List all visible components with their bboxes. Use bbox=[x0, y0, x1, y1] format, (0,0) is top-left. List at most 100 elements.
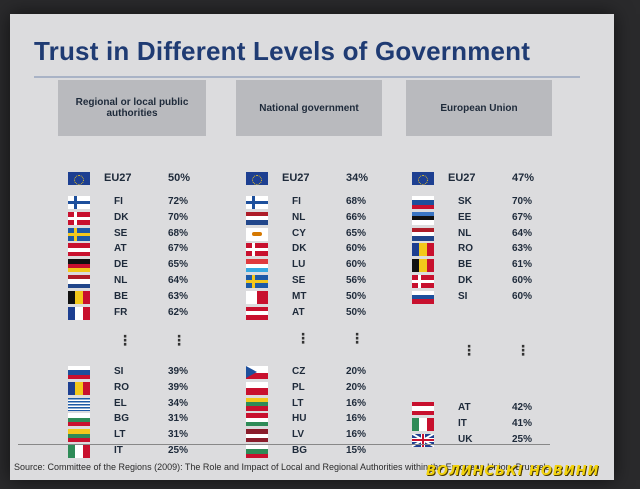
flag-icon bbox=[246, 290, 268, 304]
flag-icon bbox=[412, 243, 434, 257]
flag-icon bbox=[68, 306, 90, 320]
country-code: FR bbox=[114, 306, 128, 318]
watermark-logo: ВОЛИНСЬКІ НОВИНИ bbox=[426, 464, 600, 479]
slide: Trust in Different Levels of Government … bbox=[10, 14, 614, 480]
flag-icon bbox=[68, 227, 90, 241]
dots-codes: ⋮ bbox=[296, 330, 310, 346]
country-row: FR 62% bbox=[68, 306, 208, 322]
country-code: NL bbox=[458, 227, 472, 239]
trust-percentage: 31% bbox=[168, 429, 189, 441]
country-row: SI 60% bbox=[412, 290, 552, 306]
country-code: NL bbox=[114, 275, 128, 286]
country-code: DK bbox=[114, 211, 129, 223]
flag-icon bbox=[68, 211, 90, 225]
trust-percentage: 16% bbox=[346, 397, 367, 409]
trust-percentage: 39% bbox=[168, 381, 189, 393]
country-row: BE 63% bbox=[68, 290, 208, 306]
eu-average-row: EU27 50% bbox=[68, 172, 208, 187]
trust-percentage: 72% bbox=[168, 196, 189, 207]
country-row: HU 16% bbox=[246, 413, 386, 428]
country-code: FI bbox=[292, 196, 301, 207]
country-code: DK bbox=[458, 275, 473, 286]
flag-icon bbox=[246, 275, 268, 288]
flag-icon bbox=[68, 275, 90, 288]
flag-icon bbox=[412, 402, 434, 415]
flag-icon bbox=[412, 275, 434, 288]
country-row: RO 63% bbox=[412, 243, 552, 258]
country-code: FI bbox=[114, 196, 123, 207]
country-row: CZ 20% bbox=[246, 366, 386, 381]
country-row: SI 39% bbox=[68, 366, 208, 381]
flag-icon bbox=[246, 306, 268, 320]
country-row: PL 20% bbox=[246, 381, 386, 397]
trust-percentage: 61% bbox=[512, 259, 533, 271]
dots-codes: ⋮ bbox=[118, 332, 132, 348]
trust-percentage: 42% bbox=[512, 402, 533, 413]
dots-values: ⋮ bbox=[516, 342, 530, 358]
country-row: FI 72% bbox=[68, 196, 208, 211]
flag-icon bbox=[68, 290, 90, 304]
trust-percentage: 68% bbox=[168, 227, 189, 239]
trust-percentage: 64% bbox=[512, 227, 533, 239]
flag-icon bbox=[246, 413, 268, 427]
flag-icon bbox=[246, 227, 268, 241]
trust-percentage: 50% bbox=[168, 172, 191, 184]
trust-percentage: 39% bbox=[168, 366, 189, 377]
country-row: FI 68% bbox=[246, 196, 386, 211]
trust-percentage: 63% bbox=[168, 290, 189, 302]
country-code: PL bbox=[292, 381, 305, 393]
country-code: DE bbox=[114, 259, 128, 271]
trust-percentage: 63% bbox=[512, 243, 533, 255]
country-code: SE bbox=[292, 275, 306, 286]
flag-icon bbox=[68, 413, 90, 427]
flag-icon bbox=[412, 227, 434, 241]
trust-percentage: 16% bbox=[346, 413, 367, 425]
country-code: BE bbox=[114, 290, 128, 302]
country-code: LT bbox=[114, 429, 126, 441]
footer-divider bbox=[18, 444, 550, 445]
trust-percentage: 67% bbox=[512, 211, 533, 223]
country-code: CY bbox=[292, 227, 306, 239]
trust-percentage: 65% bbox=[168, 259, 189, 271]
country-code: EU27 bbox=[282, 172, 310, 184]
flag-icon bbox=[412, 290, 434, 304]
flag-icon bbox=[412, 172, 434, 185]
trust-percentage: 47% bbox=[512, 172, 535, 184]
country-row: DK 60% bbox=[246, 243, 386, 258]
country-code: SI bbox=[458, 290, 468, 302]
flag-icon bbox=[68, 259, 90, 273]
country-code: AT bbox=[458, 402, 471, 413]
trust-percentage: 34% bbox=[346, 172, 369, 184]
flag-icon bbox=[68, 366, 90, 379]
country-row: AT 67% bbox=[68, 243, 208, 258]
country-code: EU27 bbox=[448, 172, 476, 184]
eu-average-row: EU27 47% bbox=[412, 172, 552, 187]
country-code: RO bbox=[458, 243, 473, 255]
country-row: BE 61% bbox=[412, 259, 552, 274]
flag-icon bbox=[68, 397, 90, 411]
dots-values: ⋮ bbox=[172, 332, 186, 348]
flag-icon bbox=[246, 429, 268, 443]
dots-values: ⋮ bbox=[350, 330, 364, 346]
trust-percentage: 25% bbox=[512, 433, 533, 445]
flag-icon bbox=[68, 243, 90, 257]
country-row: LT 16% bbox=[246, 397, 386, 413]
trust-percentage: 60% bbox=[512, 290, 533, 302]
flag-icon bbox=[246, 397, 268, 411]
country-code: BG bbox=[114, 413, 129, 425]
trust-percentage: 15% bbox=[346, 445, 367, 456]
flag-icon bbox=[246, 445, 268, 458]
country-row: SE 56% bbox=[246, 275, 386, 290]
country-row: NL 66% bbox=[246, 211, 386, 227]
flag-icon bbox=[246, 366, 268, 379]
flag-icon bbox=[246, 196, 268, 209]
country-row: SK 70% bbox=[412, 196, 552, 211]
country-code: IT bbox=[458, 417, 467, 429]
country-row: DE 65% bbox=[68, 259, 208, 274]
title-divider bbox=[34, 76, 580, 78]
country-row: LU 60% bbox=[246, 259, 386, 274]
trust-percentage: 62% bbox=[168, 306, 189, 318]
flag-icon bbox=[246, 211, 268, 225]
country-row: IT 41% bbox=[412, 417, 552, 433]
trust-percentage: 70% bbox=[168, 211, 189, 223]
